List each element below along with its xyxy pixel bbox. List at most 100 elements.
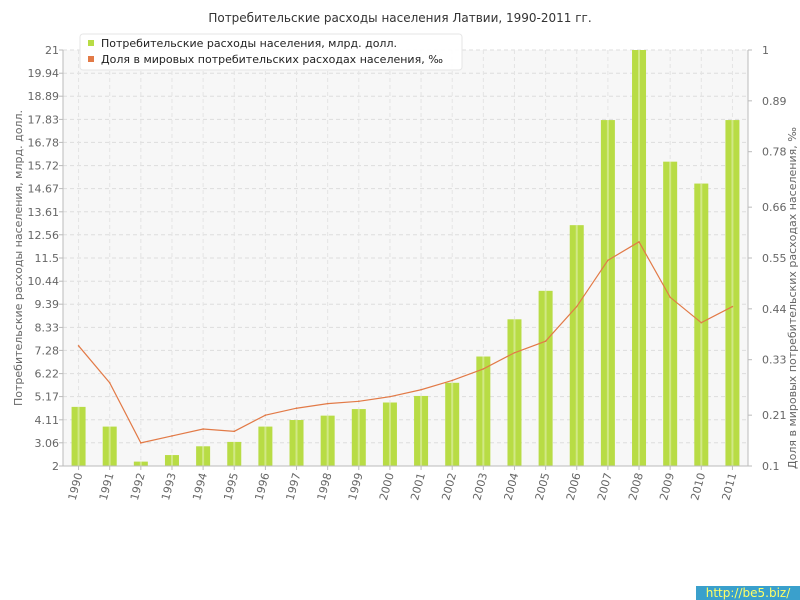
y-tick-label: 8.33	[35, 321, 60, 334]
legend: Потребительские расходы населения, млрд.…	[79, 33, 463, 71]
bar-highlight	[357, 409, 360, 466]
y2-tick-label: 0.21	[762, 409, 787, 422]
line-path	[78, 240, 733, 444]
bar-highlight	[295, 420, 298, 466]
bar-fill	[507, 319, 522, 466]
line-point	[700, 321, 703, 324]
line-point	[607, 259, 609, 262]
y2-tick-label: 0.33	[762, 354, 787, 367]
bar	[320, 415, 335, 466]
bar	[569, 225, 584, 466]
legend-swatch-bars	[88, 40, 94, 46]
line-point	[544, 340, 547, 343]
bar	[258, 426, 273, 466]
legend-label-bars: Потребительские расходы населения, млрд.…	[101, 37, 397, 50]
bar-highlight	[202, 446, 205, 466]
bar	[227, 441, 242, 466]
bar-fill	[102, 426, 117, 466]
watermark-text: http://be5.biz/	[706, 586, 791, 600]
bar-fill	[632, 50, 647, 466]
y-tick-label: 17.83	[28, 113, 60, 126]
bar	[289, 420, 304, 466]
y-tick-label: 14.67	[28, 183, 60, 196]
line-point	[357, 400, 360, 403]
y2-tick-label: 1	[762, 44, 769, 57]
y2-tick-label: 0.55	[762, 252, 787, 265]
bar-fill	[538, 290, 553, 466]
right-axis: 0.1 0.21 0.33 0.44 0.55 0.66 0.78 0.89 1	[747, 44, 787, 473]
line-point	[202, 428, 204, 430]
line-point	[295, 407, 298, 410]
line-point	[140, 442, 142, 444]
line-point	[669, 296, 671, 299]
bar-highlight	[326, 415, 329, 466]
left-axis: 2 3.06 4.11 5.17 6.22 7.28 8.33 9.39 10.44 11.5 12…	[28, 44, 64, 473]
bar-highlight	[731, 120, 734, 466]
line-point	[264, 414, 267, 416]
bar-highlight	[513, 319, 516, 466]
bar	[71, 406, 86, 466]
bar	[414, 395, 429, 466]
y-tick-label: 16.78	[28, 136, 60, 149]
bar	[725, 120, 740, 466]
y2-tick-label: 0.78	[762, 146, 787, 159]
y-axis-label: Потребительские расходы населения, млрд.…	[12, 110, 25, 406]
bar	[600, 120, 615, 466]
bar-highlight	[233, 441, 236, 466]
bar-highlight	[451, 382, 454, 466]
legend-label-line: Доля в мировых потребительских расходах …	[101, 53, 443, 66]
line-point	[451, 379, 454, 382]
bar	[632, 50, 647, 466]
bar	[164, 455, 179, 466]
bar-fill	[351, 409, 366, 466]
bar-fill	[164, 455, 179, 466]
bar-fill	[600, 120, 615, 466]
y-tick-label: 21	[45, 44, 59, 57]
y-tick-label: 19.94	[28, 67, 60, 80]
bar	[133, 461, 148, 466]
y2-tick-label: 0.1	[762, 460, 780, 473]
line-point	[77, 345, 80, 347]
y-tick-label: 10.44	[28, 275, 60, 288]
line-point	[731, 305, 734, 308]
bar	[507, 319, 522, 466]
line-point	[326, 402, 329, 405]
bar-highlight	[700, 183, 703, 466]
bar-highlight	[482, 356, 485, 466]
y-tick-label: 3.06	[35, 437, 60, 450]
bar-fill	[445, 382, 460, 466]
bar-highlight	[669, 161, 672, 467]
bar-highlight	[139, 461, 142, 466]
bar	[102, 426, 117, 466]
bar-fill	[694, 183, 709, 466]
line-point	[638, 241, 640, 243]
bar	[476, 356, 491, 466]
watermark: http://be5.biz/	[696, 586, 800, 600]
y-tick-label: 6.22	[35, 368, 60, 381]
y2-tick-label: 0.66	[762, 201, 787, 214]
bar-fill	[258, 426, 273, 466]
bar	[445, 382, 460, 466]
bar-highlight	[575, 225, 578, 466]
bar-fill	[725, 120, 740, 466]
line-series	[77, 240, 734, 444]
chart-title: Потребительские расходы населения Латвии…	[208, 11, 591, 25]
y-tick-label: 9.39	[35, 298, 60, 311]
line-point	[108, 382, 111, 384]
line-point	[575, 305, 578, 308]
bar-highlight	[77, 406, 80, 466]
y-tick-label: 7.28	[35, 344, 60, 357]
bar-highlight	[388, 402, 391, 466]
bar	[663, 161, 678, 467]
y-tick-label: 13.61	[28, 206, 60, 219]
bar	[694, 183, 709, 466]
line-point	[389, 395, 391, 398]
y-tick-label: 12.56	[28, 229, 60, 242]
y-tick-label: 2	[52, 460, 59, 473]
y-tick-label: 18.89	[28, 90, 60, 103]
line-point	[513, 351, 516, 354]
bar-fill	[133, 461, 148, 466]
bar-highlight	[420, 395, 423, 466]
